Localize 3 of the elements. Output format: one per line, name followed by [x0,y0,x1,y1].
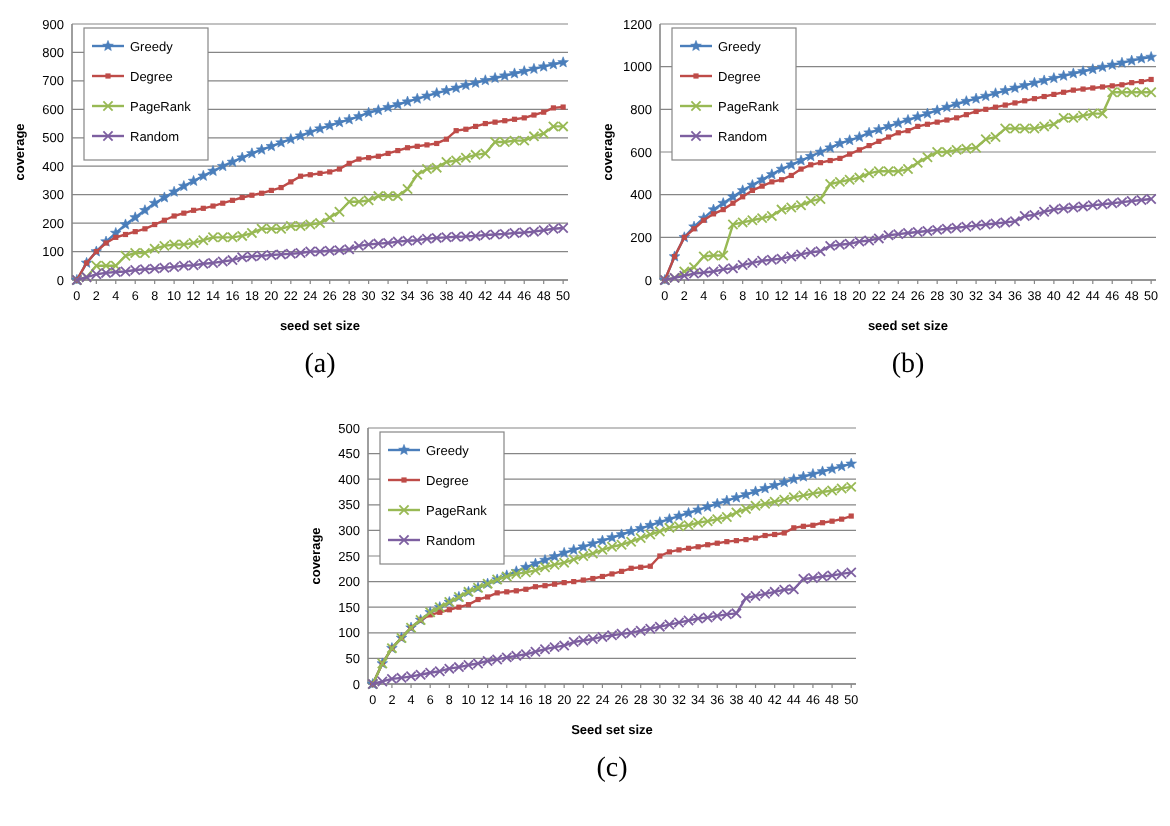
text: (a) [304,350,337,380]
text: (c) [596,754,629,784]
text: (b) [891,350,925,380]
